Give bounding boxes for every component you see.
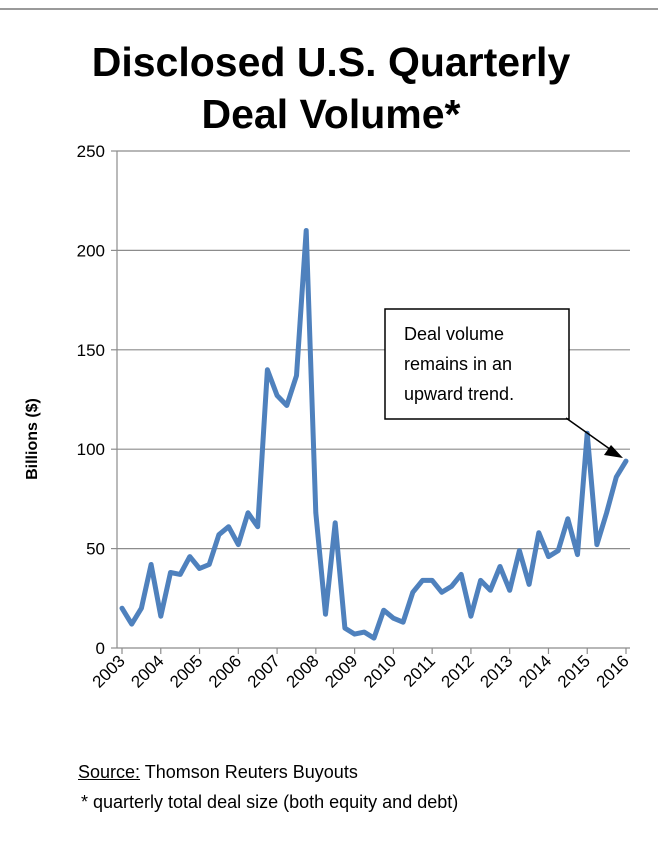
data-point-28 <box>392 617 394 619</box>
data-point-25 <box>363 631 365 633</box>
x-tick-label: 2011 <box>400 651 439 690</box>
data-point-15 <box>266 369 268 371</box>
source-text: Thomson Reuters Buyouts <box>140 762 358 782</box>
x-tick-label: 2013 <box>476 651 516 691</box>
data-point-2 <box>140 607 142 609</box>
data-point-40 <box>509 589 511 591</box>
chart-title-line-2: Deal Volume* <box>201 91 461 137</box>
y-tick-label: 150 <box>77 341 105 360</box>
data-point-0 <box>121 607 123 609</box>
annotation-arrowhead <box>604 445 623 458</box>
data-point-47 <box>576 553 579 556</box>
data-point-23 <box>344 627 346 629</box>
x-tick-label: 2009 <box>321 651 361 691</box>
annotation-box <box>384 308 570 420</box>
x-tick-label: 2006 <box>205 651 245 691</box>
annotation-arrow-line <box>565 417 615 453</box>
annotation-line-3: upward trend. <box>404 384 514 404</box>
x-tick-label: 2005 <box>166 651 206 691</box>
series-group <box>119 228 629 641</box>
data-point-32 <box>431 579 433 582</box>
data-point-43 <box>538 532 540 534</box>
data-point-39 <box>499 565 501 568</box>
data-point-4 <box>160 615 162 617</box>
data-point-18 <box>295 375 298 377</box>
source-line: Source: Thomson Reuters Buyouts <box>78 762 358 783</box>
annotation: Deal volume remains in an upward trend. <box>384 308 623 458</box>
data-point-37 <box>480 579 482 582</box>
data-point-50 <box>606 512 608 514</box>
x-tick-label: 2010 <box>360 651 400 691</box>
data-point-41 <box>518 549 520 552</box>
footnote: * quarterly total deal size (both equity… <box>81 792 459 812</box>
data-point-33 <box>441 591 443 593</box>
data-point-1 <box>131 623 133 625</box>
y-tick-label: 200 <box>77 241 105 260</box>
data-point-38 <box>489 589 491 591</box>
data-point-22 <box>334 522 336 524</box>
y-tick-label: 100 <box>77 440 105 459</box>
data-point-14 <box>257 526 259 528</box>
y-tick-label: 50 <box>86 540 105 559</box>
x-tick-label: 2004 <box>127 651 167 691</box>
x-tick-label: 2014 <box>515 651 555 691</box>
chart-title-line-1: Disclosed U.S. Quarterly <box>91 39 571 85</box>
data-point-12 <box>237 544 239 546</box>
data-point-35 <box>460 573 462 576</box>
y-tick-label: 250 <box>77 142 105 161</box>
x-tick-label: 2012 <box>438 651 478 691</box>
data-point-21 <box>324 613 327 615</box>
data-point-9 <box>208 563 210 566</box>
data-point-29 <box>402 621 404 623</box>
chart-title: Disclosed U.S. Quarterly Deal Volume* <box>0 36 658 140</box>
x-tick-label: 2007 <box>244 651 284 691</box>
data-point-19 <box>305 229 307 232</box>
source-label: Source: <box>78 762 141 782</box>
data-point-6 <box>179 573 181 576</box>
data-point-31 <box>421 579 424 582</box>
data-point-36 <box>470 615 472 617</box>
data-point-42 <box>528 583 530 585</box>
data-point-10 <box>218 534 220 536</box>
y-tick-labels: 0 50 100 150 200 250 <box>77 142 105 658</box>
data-point-34 <box>450 585 453 587</box>
data-point-24 <box>354 633 356 635</box>
top-rule <box>0 8 658 10</box>
data-point-8 <box>198 567 201 570</box>
data-point-13 <box>247 512 249 514</box>
axes <box>111 150 630 654</box>
data-point-51 <box>615 476 617 478</box>
data-point-49 <box>596 544 598 546</box>
x-tick-label: 2015 <box>554 651 594 691</box>
data-point-11 <box>228 526 230 528</box>
annotation-line-1: Deal volume <box>404 324 504 344</box>
series-line-0 <box>119 228 629 641</box>
x-tick-label: 2016 <box>593 651 633 691</box>
data-point-30 <box>412 591 414 593</box>
data-point-44 <box>547 555 550 558</box>
data-point-16 <box>276 394 278 397</box>
data-point-17 <box>286 404 288 407</box>
y-axis-label: Billions ($) <box>24 398 41 480</box>
x-tick-label: 2008 <box>282 651 322 691</box>
data-point-46 <box>567 518 569 520</box>
data-point-5 <box>169 571 172 574</box>
line-chart: 0 50 100 150 200 250 200320042005200620072008… <box>24 142 633 692</box>
data-point-26 <box>373 637 375 639</box>
data-point-3 <box>150 563 152 566</box>
data-point-7 <box>189 555 191 558</box>
annotation-line-2: remains in an <box>404 354 512 374</box>
data-point-20 <box>315 512 317 514</box>
data-point-45 <box>557 549 559 552</box>
data-point-27 <box>383 609 385 611</box>
data-point-52 <box>625 460 627 462</box>
y-tick-label: 0 <box>96 639 105 658</box>
